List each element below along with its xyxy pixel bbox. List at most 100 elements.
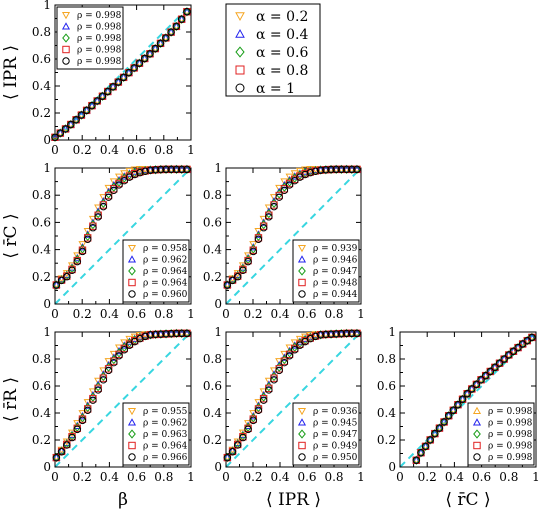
rho-label: ρ = 0.966 <box>143 453 188 463</box>
data-point <box>440 418 448 426</box>
x-tick-label: 0.2 <box>73 143 92 157</box>
rho-label: ρ = 0.936 <box>313 407 358 417</box>
data-point <box>67 120 75 129</box>
x-tick-label: 0.8 <box>499 470 518 484</box>
data-point <box>431 429 439 438</box>
data-point <box>89 396 97 404</box>
data-point <box>468 385 476 393</box>
x-tick-label: 0.8 <box>324 307 343 321</box>
data-point <box>88 215 97 224</box>
y-tick-label: 0 <box>43 460 51 474</box>
data-point <box>162 34 170 42</box>
data-point <box>332 330 340 338</box>
data-point <box>99 376 108 384</box>
y-tick-label: 0.2 <box>32 433 51 447</box>
data-point <box>52 281 61 289</box>
y-tick-label: 0.4 <box>32 406 51 420</box>
data-point <box>296 341 304 349</box>
x-tick-label: 0 <box>51 470 59 484</box>
data-point <box>467 384 476 393</box>
data-point <box>98 91 107 100</box>
data-point <box>259 396 268 404</box>
data-point <box>72 116 80 124</box>
data-point <box>151 44 159 53</box>
data-point <box>337 165 346 174</box>
legend-marker <box>128 441 136 450</box>
rho-label: ρ = 0.947 <box>313 267 358 277</box>
data-point <box>161 33 170 43</box>
data-point <box>62 270 71 278</box>
data-point <box>162 330 170 338</box>
data-point <box>463 390 471 398</box>
data-point <box>435 423 444 432</box>
x-tick-label: 0.6 <box>472 470 491 484</box>
data-point <box>177 15 186 23</box>
data-point <box>454 400 462 410</box>
x-tick-label: 1 <box>187 470 195 484</box>
data-point <box>172 21 181 31</box>
rho-label: ρ = 0.946 <box>313 256 358 266</box>
data-point <box>514 343 522 352</box>
panel-rc_vs_beta: 00 0.2 0.2 0.4 0.4 0.6 0.6 0.8 0.8 1 1 ρ = 0.958 ρ =… <box>1 161 195 321</box>
rho-label: ρ = 0.998 <box>488 442 533 452</box>
data-point <box>177 165 186 174</box>
y-tick-label: 0.4 <box>377 406 396 420</box>
data-point <box>141 54 149 63</box>
data-point <box>172 22 181 30</box>
data-point <box>161 33 170 41</box>
panel-rr_vs_beta: 00 0.2 0.2 0.4 0.4 0.6 0.6 0.8 0.8 1 1 ρ = 0.955 ρ =… <box>1 325 195 510</box>
data-point <box>322 330 330 339</box>
data-point <box>239 266 247 275</box>
data-point <box>353 329 361 338</box>
reference-line <box>225 167 362 305</box>
data-point <box>141 332 149 341</box>
data-point <box>275 193 283 201</box>
data-point <box>500 354 509 363</box>
data-point <box>417 449 425 457</box>
x-tick-label: 0 <box>51 307 59 321</box>
data-point <box>140 54 149 62</box>
data-point <box>458 394 467 404</box>
data-point <box>291 346 299 354</box>
data-point <box>157 165 165 174</box>
data-point <box>83 235 92 243</box>
data-point <box>454 401 462 409</box>
data-point <box>57 276 66 285</box>
data-point <box>103 87 112 95</box>
data-point <box>136 168 144 177</box>
legend-marker <box>473 441 481 450</box>
x-tick-label: 1 <box>357 470 365 484</box>
data-point <box>167 165 175 174</box>
data-point <box>528 332 536 343</box>
y-tick-label: 1 <box>43 325 51 339</box>
data-point <box>83 399 92 407</box>
legend-marker <box>127 418 137 426</box>
data-point <box>125 68 133 77</box>
rho-label: ρ = 0.962 <box>143 419 187 429</box>
alpha-label: α = 0.8 <box>256 63 308 79</box>
data-point <box>109 83 117 91</box>
data-point <box>453 400 462 408</box>
data-point <box>57 448 66 456</box>
data-point <box>183 7 191 17</box>
y-tick-label: 0.8 <box>203 188 222 202</box>
legend-marker <box>128 266 136 276</box>
data-point <box>77 111 86 119</box>
x-tick-label: 0 <box>51 143 59 157</box>
y-tick-label: 0.4 <box>32 79 51 93</box>
data-point <box>477 375 486 383</box>
data-point <box>249 241 258 249</box>
data-point <box>265 386 273 394</box>
data-point <box>449 406 458 414</box>
data-point <box>233 270 242 278</box>
data-point <box>426 436 434 444</box>
legend-marker <box>127 255 137 263</box>
data-point <box>62 438 71 447</box>
data-point <box>156 39 165 47</box>
data-point <box>270 202 278 211</box>
data-point <box>151 166 160 174</box>
data-point <box>73 420 82 428</box>
data-point <box>73 252 82 260</box>
x-tick-label: 0.2 <box>243 307 262 321</box>
